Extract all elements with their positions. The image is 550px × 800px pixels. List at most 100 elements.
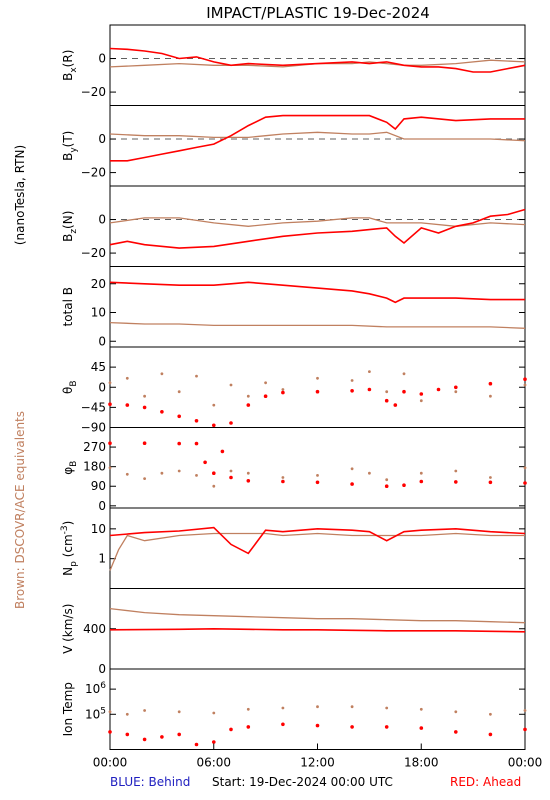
series-ace-btot <box>109 321 526 329</box>
point-ace-phi-12 <box>368 471 371 475</box>
point-ahead-theta-8 <box>246 403 251 407</box>
point-ahead-temp-4 <box>177 732 181 737</box>
point-ace-phi-0 <box>108 466 112 470</box>
ytick-label-temp-0: 106 <box>85 681 106 696</box>
point-ace-phi-2 <box>143 477 147 480</box>
point-ace-theta-0 <box>108 381 112 385</box>
panel-frame-by <box>109 105 526 187</box>
xtick-label-0: 00:00 <box>93 756 128 770</box>
panel-theta: 45 0 −45 −90 θB <box>61 346 527 435</box>
point-ace-theta-10 <box>281 388 285 391</box>
ytick-label-theta-3: −90 <box>81 421 106 435</box>
point-ahead-phi-6 <box>220 449 225 454</box>
panel-phi: 270 180 90 0 φB <box>61 427 527 513</box>
ylabel-bx: Bx(R) <box>61 50 79 81</box>
ylabel-temp: Ion Temp <box>61 682 75 736</box>
point-ahead-phi-1 <box>142 441 147 446</box>
point-ace-phi-14 <box>419 471 423 475</box>
point-ahead-phi-5 <box>212 471 216 476</box>
xtick-label-1: 06:00 <box>196 756 231 770</box>
ytick-label-by-1: −20 <box>81 166 106 180</box>
point-ahead-theta-15 <box>393 403 398 407</box>
ytick-label-np-1: 1 <box>98 552 106 566</box>
point-ace-temp-9 <box>385 706 389 710</box>
point-ace-temp-0 <box>108 710 112 714</box>
ytick-label-theta-2: −45 <box>81 400 106 414</box>
point-ahead-phi-4 <box>203 460 207 465</box>
ytick-label-phi-0: 270 <box>83 440 106 454</box>
point-ahead-temp-1 <box>125 732 130 737</box>
series-ace-bx <box>109 59 526 68</box>
point-ace-theta-9 <box>264 381 267 385</box>
ytick-label-v-0: 400 <box>83 622 106 636</box>
point-ahead-theta-1 <box>125 403 130 407</box>
point-ace-theta-19 <box>523 383 527 387</box>
point-ahead-theta-16 <box>402 389 406 394</box>
series-ahead-bx <box>109 47 526 73</box>
point-ahead-phi-0 <box>108 441 112 446</box>
series-ace-bz <box>109 217 526 227</box>
ytick-label-phi-2: 90 <box>91 479 106 493</box>
point-ahead-temp-15 <box>488 732 493 737</box>
point-ahead-temp-5 <box>194 742 199 747</box>
point-ahead-theta-6 <box>212 423 216 428</box>
series-ahead-np <box>109 526 526 555</box>
ylabel-phi: φB <box>61 461 79 475</box>
point-ace-phi-16 <box>489 476 492 479</box>
series-ace-by <box>109 131 526 142</box>
ylabel-v: V (km/s) <box>61 604 75 654</box>
point-ace-theta-6 <box>212 403 216 407</box>
point-ace-theta-3 <box>160 372 164 376</box>
series-ahead-by <box>110 114 525 162</box>
point-ace-phi-9 <box>281 476 285 479</box>
point-ahead-phi-10 <box>315 480 320 485</box>
point-ace-temp-10 <box>419 707 423 711</box>
ytick-label-phi-3: 0 <box>98 499 106 513</box>
point-ace-theta-2 <box>143 394 147 398</box>
footer-start: Start: 19-Dec-2024 00:00 UTC <box>212 775 393 789</box>
point-ahead-theta-21 <box>523 377 527 382</box>
point-ace-temp-7 <box>316 705 319 709</box>
xtick-label-3: 18:00 <box>404 756 439 770</box>
point-ahead-theta-5 <box>194 419 199 423</box>
point-ace-theta-14 <box>385 390 389 394</box>
panel-frame-np <box>109 507 526 589</box>
point-ahead-phi-11 <box>350 482 354 486</box>
point-ahead-theta-17 <box>419 392 424 396</box>
point-ace-temp-1 <box>125 712 129 716</box>
left-label-units: (nanoTesla, RTN) <box>13 145 27 245</box>
point-ahead-phi-7 <box>229 475 233 480</box>
point-ahead-phi-16 <box>488 480 493 485</box>
point-ace-phi-11 <box>350 467 354 471</box>
left-label-ace: Brown: DSCOVR/ACE equivalents <box>13 411 27 609</box>
ytick-label-theta-1: 0 <box>98 380 106 394</box>
point-ace-temp-13 <box>523 709 527 712</box>
ytick-label-btot-2: 0 <box>98 334 106 348</box>
ytick-label-np-0: 10 <box>91 522 106 536</box>
panel-temp: 106 105 Ion Temp <box>61 668 527 750</box>
point-ace-temp-12 <box>489 712 492 716</box>
panel-frame-phi <box>109 427 526 509</box>
panel-frame-theta <box>109 346 526 428</box>
point-ace-phi-1 <box>125 472 129 476</box>
point-ace-theta-7 <box>229 383 233 387</box>
ytick-label-v-1: 0 <box>98 662 106 676</box>
point-ahead-temp-9 <box>281 722 285 727</box>
point-ahead-theta-9 <box>263 394 268 399</box>
point-ahead-temp-8 <box>246 725 251 729</box>
chart-title: IMPACT/PLASTIC 19-Dec-2024 <box>206 4 430 22</box>
point-ahead-temp-7 <box>229 727 233 732</box>
point-ace-temp-6 <box>281 706 285 710</box>
point-ace-temp-3 <box>177 710 181 714</box>
panel-np: 10 1 Np (cm-3) <box>60 507 526 589</box>
series-ahead-v <box>109 627 526 633</box>
ylabel-np: Np (cm-3) <box>60 521 79 576</box>
point-ace-phi-5 <box>195 474 198 477</box>
point-ahead-temp-6 <box>212 740 216 744</box>
point-ace-theta-15 <box>402 372 406 376</box>
series-ace-np <box>109 532 525 571</box>
